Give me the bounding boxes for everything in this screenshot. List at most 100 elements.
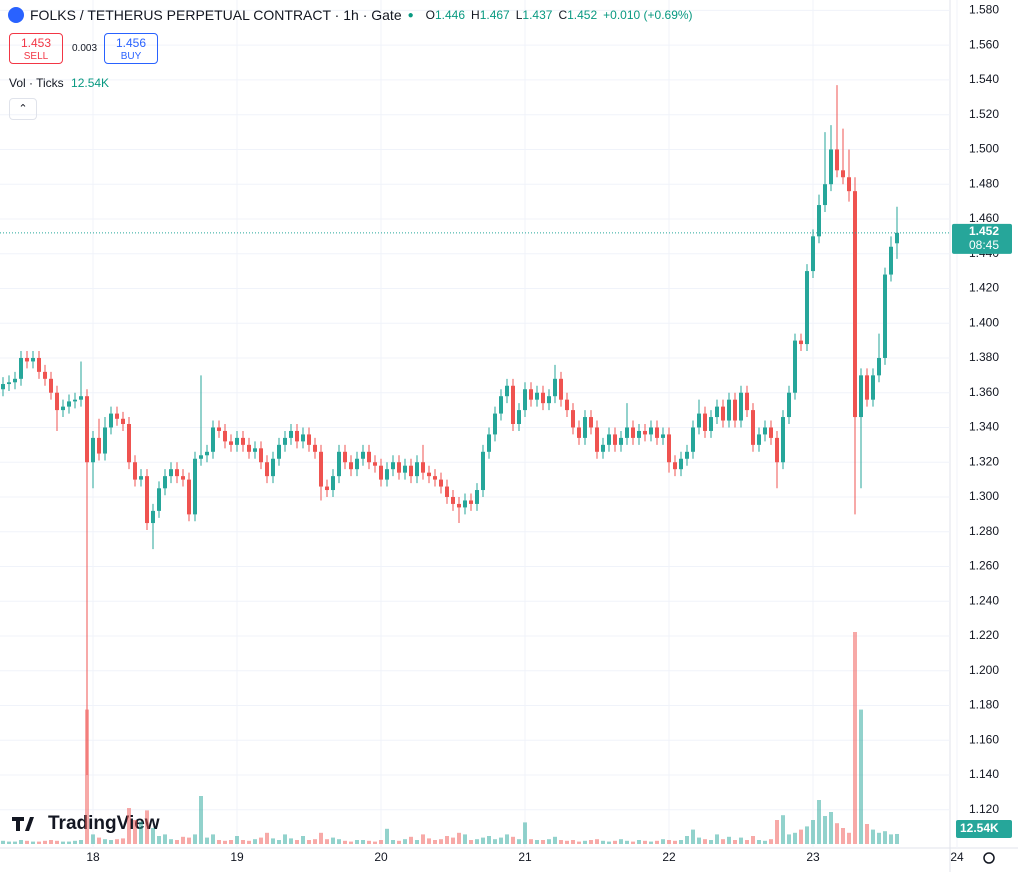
candle-body <box>325 486 329 491</box>
candle-body <box>457 503 461 508</box>
candle-body <box>283 437 287 445</box>
candle-body <box>373 462 377 466</box>
y-tick-label: 1.500 <box>969 142 999 156</box>
y-tick-label: 1.200 <box>969 663 999 677</box>
candle-body <box>481 451 485 491</box>
buy-button[interactable]: 1.456 BUY <box>104 33 158 64</box>
candle-body <box>607 434 611 445</box>
candle-body <box>235 437 239 445</box>
settings-icon[interactable] <box>983 852 995 864</box>
candle-body <box>229 441 233 445</box>
candle-body <box>49 378 53 393</box>
candle-body <box>625 427 629 438</box>
volume-bar <box>271 838 275 844</box>
candle-body <box>757 434 761 445</box>
volume-bar <box>127 808 131 844</box>
candle-body <box>781 417 785 463</box>
volume-bar <box>865 824 869 844</box>
x-tick-label: 20 <box>374 850 388 864</box>
y-tick-label: 1.420 <box>969 281 999 295</box>
candle-body <box>871 375 875 400</box>
candle-body <box>769 427 773 438</box>
volume-bar <box>229 840 233 844</box>
volume-bar <box>283 834 287 844</box>
candle-body <box>475 490 479 504</box>
volume-bar <box>763 840 767 844</box>
candle-body <box>727 399 731 421</box>
volume-bar <box>343 840 347 844</box>
candle-body <box>319 451 323 487</box>
volume-bar <box>607 841 611 844</box>
candle-body <box>157 488 161 511</box>
volume-bar <box>739 837 743 844</box>
volume-bar <box>475 839 479 844</box>
volume-bar <box>781 815 785 844</box>
volume-bar <box>733 840 737 844</box>
y-tick-label: 1.260 <box>969 559 999 573</box>
volume-bar <box>349 841 353 844</box>
spread: 0.003 <box>72 43 98 54</box>
candle-body <box>97 437 101 454</box>
candle-body <box>655 427 659 438</box>
volume-bar <box>325 839 329 844</box>
candle-body <box>541 392 545 404</box>
volume-bar <box>79 840 83 844</box>
volume-bar <box>481 837 485 844</box>
volume-bar <box>451 837 455 844</box>
candle-body <box>211 427 215 452</box>
candle-body <box>85 396 89 463</box>
candle-body <box>703 413 707 431</box>
ohlc-value: 1.467 <box>479 8 510 22</box>
candle-body <box>43 371 47 379</box>
candle-body <box>637 430 641 438</box>
symbol: FOLKS / TETHERUS PERPETUAL CONTRACT · 1h… <box>30 7 402 23</box>
volume-bar <box>499 837 503 844</box>
volume-bar <box>151 828 155 844</box>
candle-body <box>895 232 899 244</box>
volume-bar <box>691 829 695 844</box>
volume-bar <box>31 841 35 844</box>
volume-bar <box>493 839 497 844</box>
candle-body <box>331 476 335 491</box>
candle-body <box>487 434 491 452</box>
candle-body <box>613 434 617 445</box>
candle-body <box>73 399 77 402</box>
candle-body <box>301 434 305 442</box>
volume-bar <box>25 840 29 844</box>
volume-bar <box>811 820 815 844</box>
volume-bar <box>793 832 797 844</box>
candle-body <box>643 430 647 435</box>
candle-body <box>805 271 809 345</box>
volume-bar <box>367 840 371 844</box>
candle-body <box>295 430 299 442</box>
candle-body <box>31 357 35 362</box>
candle-body <box>349 462 353 470</box>
candle-body <box>109 413 113 428</box>
volume-bar <box>199 796 203 844</box>
candle-body <box>7 382 11 385</box>
candle-body <box>745 392 749 411</box>
candle-body <box>433 476 437 480</box>
volume-bar <box>259 837 263 844</box>
volume-bar <box>565 840 569 844</box>
candle-body <box>601 444 605 452</box>
candle-body <box>493 413 497 435</box>
volume-bar <box>115 839 119 844</box>
ohlc-key: C <box>558 8 568 22</box>
collapse-button[interactable]: ⌃ <box>9 98 37 120</box>
volume-bar <box>55 840 59 844</box>
legend: FOLKS / TETHERUS PERPETUAL CONTRACT · 1h… <box>8 7 693 23</box>
x-tick-label: 19 <box>230 850 244 864</box>
candle-body <box>217 427 221 431</box>
sell-button[interactable]: 1.453 SELL <box>9 33 63 64</box>
volume-bar <box>553 836 557 844</box>
volume-bar <box>307 840 311 844</box>
volume-bar <box>43 840 47 844</box>
candle-body <box>733 399 737 421</box>
volume-bar <box>409 836 413 844</box>
volume-legend: Vol · Ticks 12.54K <box>9 76 109 90</box>
volume-bar <box>205 837 209 844</box>
y-tick-label: 1.240 <box>969 593 999 607</box>
volume-bar <box>139 821 143 844</box>
candle-body <box>595 427 599 452</box>
